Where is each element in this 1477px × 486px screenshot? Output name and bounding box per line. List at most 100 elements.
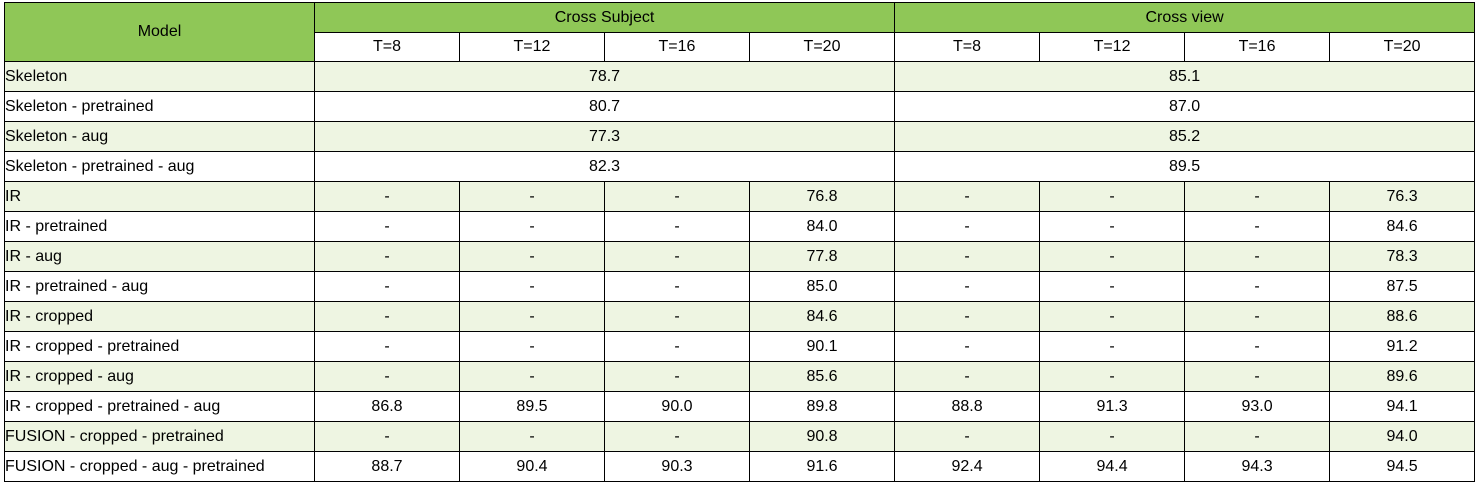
value-cell: 77.8 [748, 241, 896, 272]
model-name-cell: IR - cropped - aug [4, 361, 315, 392]
t-header: T=16 [1184, 32, 1331, 62]
table-row: IR - cropped - pretrained - - - 90.1 - -… [4, 331, 1476, 362]
table-row: Skeleton 78.7 85.1 [4, 61, 1476, 92]
value-cell: 93.0 [1184, 391, 1331, 422]
value-cell: - [894, 421, 1041, 452]
value-cell: - [894, 331, 1041, 362]
model-name-cell: FUSION - cropped - pretrained [4, 421, 315, 452]
value-cell: - [604, 181, 750, 212]
table-row: Skeleton - pretrained 80.7 87.0 [4, 91, 1476, 122]
value-cell: - [1039, 271, 1186, 302]
model-name-cell: IR - cropped - pretrained - aug [4, 391, 315, 422]
value-cell: 78.3 [1329, 241, 1476, 272]
value-cell: - [1039, 211, 1186, 242]
value-cell: - [1184, 361, 1331, 392]
model-name-cell: Skeleton - aug [4, 121, 315, 152]
table-row: Skeleton - aug 77.3 85.2 [4, 121, 1476, 152]
value-cell: - [894, 301, 1041, 332]
value-cell: 91.3 [1039, 391, 1186, 422]
value-cell: - [459, 421, 605, 452]
table-row: IR - - - 76.8 - - - 76.3 [4, 181, 1476, 212]
t-header: T=20 [1329, 32, 1476, 62]
value-cell: - [604, 421, 750, 452]
value-cell: - [604, 271, 750, 302]
value-cell: 85.0 [748, 271, 896, 302]
value-cell: 88.6 [1329, 301, 1476, 332]
cross-subject-value: 82.3 [313, 151, 896, 182]
model-name-cell: IR [4, 181, 315, 212]
value-cell: - [1184, 421, 1331, 452]
value-cell: 94.5 [1329, 451, 1476, 482]
value-cell: - [604, 211, 750, 242]
model-name-cell: Skeleton - pretrained - aug [4, 151, 315, 182]
model-name-cell: Skeleton - pretrained [4, 91, 315, 122]
value-cell: 94.1 [1329, 391, 1476, 422]
model-name-cell: IR - pretrained - aug [4, 271, 315, 302]
table-row: IR - cropped - - - 84.6 - - - 88.6 [4, 301, 1476, 332]
value-cell: - [1184, 271, 1331, 302]
value-cell: - [894, 271, 1041, 302]
value-cell: - [459, 301, 605, 332]
value-cell: - [459, 181, 605, 212]
value-cell: 94.3 [1184, 451, 1331, 482]
value-cell: 90.8 [748, 421, 896, 452]
value-cell: 91.6 [748, 451, 896, 482]
value-cell: 89.5 [459, 391, 605, 422]
value-cell: - [314, 421, 460, 452]
header-row-groups: Model Cross Subject Cross view [4, 2, 1476, 62]
cross-view-value: 87.0 [894, 91, 1476, 122]
value-cell: - [459, 241, 605, 272]
value-cell: - [604, 331, 750, 362]
value-cell: - [314, 181, 460, 212]
value-cell: 94.0 [1329, 421, 1476, 452]
value-cell: 91.2 [1329, 331, 1476, 362]
value-cell: - [314, 241, 460, 272]
value-cell: 90.0 [604, 391, 750, 422]
table-row: IR - cropped - aug - - - 85.6 - - - 89.6 [4, 361, 1476, 392]
value-cell: - [1184, 181, 1331, 212]
value-cell: - [314, 301, 460, 332]
value-cell: 90.3 [604, 451, 750, 482]
value-cell: - [894, 181, 1041, 212]
value-cell: - [459, 211, 605, 242]
cross-view-value: 85.2 [894, 121, 1476, 152]
table-row: IR - pretrained - aug - - - 85.0 - - - 8… [4, 271, 1476, 302]
value-cell: 89.6 [1329, 361, 1476, 392]
header-row-t: T=8 T=12 T=16 T=20 T=8 T=12 T=16 T=20 [5, 32, 1476, 62]
value-cell: - [1184, 241, 1331, 272]
model-name-cell: Skeleton [4, 61, 315, 92]
model-column-header: Model [4, 2, 315, 62]
results-table: Model Cross Subject Cross view T=8 T=12 … [4, 2, 1476, 482]
value-cell: 85.6 [748, 361, 896, 392]
value-cell: - [459, 271, 605, 302]
value-cell: - [894, 361, 1041, 392]
value-cell: 76.3 [1329, 181, 1476, 212]
value-cell: 90.1 [748, 331, 896, 362]
value-cell: - [1184, 211, 1331, 242]
model-name-cell: FUSION - cropped - aug - pretrained [4, 451, 315, 482]
value-cell: 92.4 [894, 451, 1041, 482]
value-cell: - [1039, 241, 1186, 272]
value-cell: 87.5 [1329, 271, 1476, 302]
value-cell: - [1039, 301, 1186, 332]
table-row: IR - cropped - pretrained - aug 86.8 89.… [4, 391, 1476, 422]
value-cell: - [314, 211, 460, 242]
value-cell: 84.0 [748, 211, 896, 242]
cross-subject-value: 78.7 [313, 61, 896, 92]
value-cell: - [314, 331, 460, 362]
model-name-cell: IR - aug [4, 241, 315, 272]
value-cell: - [459, 361, 605, 392]
value-cell: - [894, 241, 1041, 272]
t-header: T=16 [604, 32, 750, 62]
value-cell: 89.8 [748, 391, 896, 422]
table-row: IR - aug - - - 77.8 - - - 78.3 [4, 241, 1476, 272]
value-cell: - [604, 241, 750, 272]
value-cell: 76.8 [748, 181, 896, 212]
model-name-cell: IR - pretrained [4, 211, 315, 242]
cross-view-header: Cross view [894, 2, 1476, 33]
value-cell: 90.4 [459, 451, 605, 482]
value-cell: - [604, 361, 750, 392]
cross-subject-value: 80.7 [313, 91, 896, 122]
value-cell: 88.8 [894, 391, 1041, 422]
table-row: FUSION - cropped - pretrained - - - 90.8… [4, 421, 1476, 452]
